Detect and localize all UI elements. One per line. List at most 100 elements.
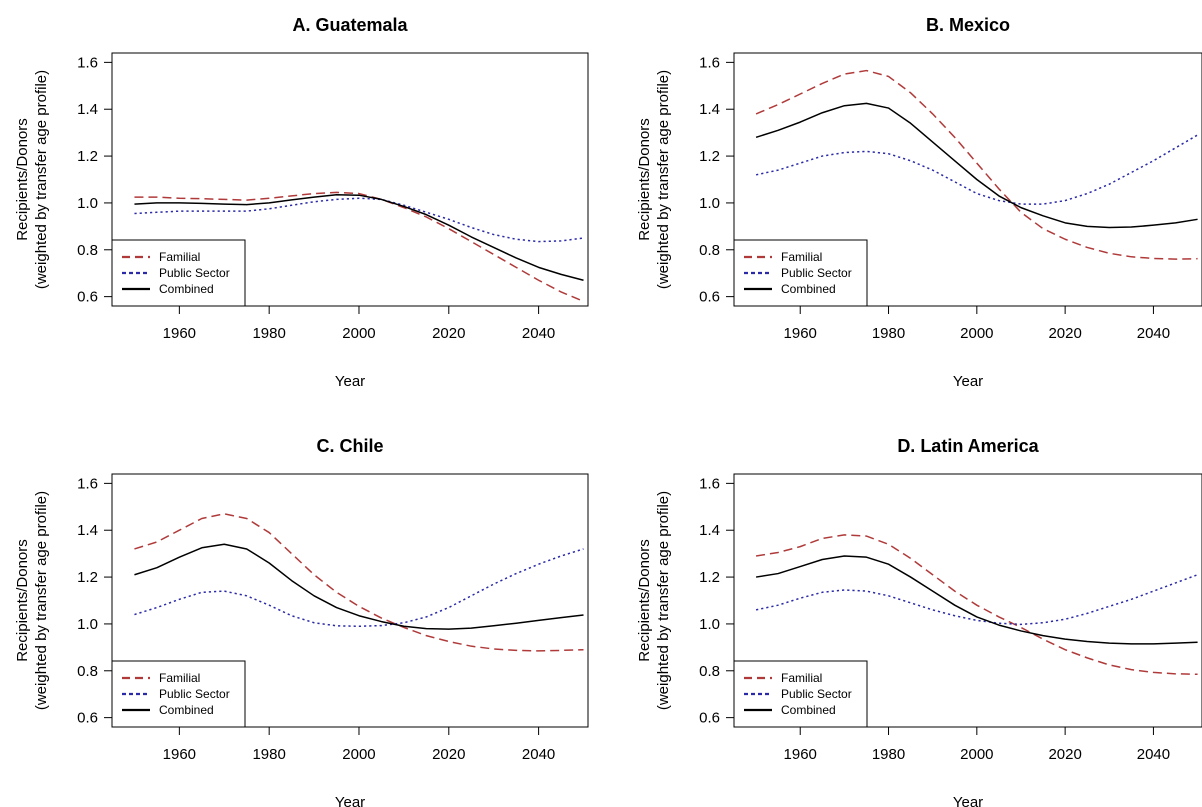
y-tick-label: 0.6 [699, 289, 720, 306]
x-tick-label: 1980 [872, 746, 905, 763]
y-tick-label: 1.4 [699, 522, 720, 539]
plot-frame [733, 473, 1202, 728]
y-tick-label: 0.6 [699, 710, 720, 727]
series-line-public [134, 548, 584, 628]
chart-title: C. Chile [316, 436, 383, 456]
series-line-combined [134, 193, 584, 281]
y-tick-label: 0.6 [77, 289, 98, 306]
series-line-familial [755, 69, 1198, 260]
legend: Familial Public Sector Combined [733, 660, 868, 728]
x-tick-label: 2040 [1137, 325, 1170, 342]
x-tick-label: 2040 [522, 325, 555, 342]
y-tick-label: 1.4 [77, 522, 98, 539]
y-tick-label: 1.0 [699, 195, 720, 212]
y-axis-label: (weighted by transfer age profile) [655, 70, 672, 289]
y-tick-label: 1.6 [699, 54, 720, 71]
chart-panel-0: A. Guatemala 0.6 0.8 1.0 1.2 1.4 1.6 1960 1980 20… [14, 15, 589, 390]
x-tick-label: 2020 [1048, 325, 1081, 342]
x-tick-label: 1960 [784, 746, 817, 763]
series-line-familial [134, 513, 584, 652]
series-line-familial [755, 534, 1198, 676]
legend-label: Combined [781, 282, 836, 296]
y-tick-label: 0.8 [77, 663, 98, 680]
x-tick-label: 1960 [163, 746, 196, 763]
x-tick-label: 2040 [522, 746, 555, 763]
y-tick-label: 1.0 [77, 195, 98, 212]
x-axis-label: Year [953, 794, 983, 807]
y-tick-label: 1.2 [699, 569, 720, 586]
chart-title: A. Guatemala [292, 15, 408, 35]
y-tick-label: 1.6 [77, 54, 98, 71]
y-tick-label: 0.8 [699, 663, 720, 680]
y-tick-label: 1.0 [699, 616, 720, 633]
y-tick-label: 1.0 [77, 616, 98, 633]
chart-title: D. Latin America [897, 436, 1039, 456]
legend-label: Combined [159, 703, 214, 717]
plot-frame [111, 52, 589, 307]
series-line-familial [134, 191, 584, 303]
y-tick-label: 0.8 [77, 242, 98, 259]
legend-box [111, 660, 246, 728]
x-axis-label: Year [335, 373, 365, 390]
x-tick-label: 1980 [252, 746, 285, 763]
legend-label: Familial [159, 250, 200, 264]
series-line-public [134, 197, 584, 243]
series-line-combined [755, 102, 1198, 229]
x-tick-label: 2000 [342, 325, 375, 342]
x-tick-label: 2000 [960, 746, 993, 763]
y-axis-label: Recipients/Donors [14, 118, 31, 241]
x-tick-label: 1980 [252, 325, 285, 342]
series-line-public [755, 134, 1198, 205]
series-line-combined [755, 555, 1198, 645]
legend-label: Public Sector [781, 266, 852, 280]
y-tick-label: 1.2 [699, 148, 720, 165]
chart-panel-1: B. Mexico 0.6 0.8 1.0 1.2 1.4 1.6 1960 1980 2000 2… [636, 15, 1202, 390]
x-tick-label: 1980 [872, 325, 905, 342]
legend-label: Familial [781, 250, 822, 264]
legend-box [733, 239, 868, 307]
legend-label: Public Sector [159, 687, 230, 701]
y-axis-label: Recipients/Donors [636, 539, 653, 662]
x-tick-label: 2020 [1048, 746, 1081, 763]
x-tick-label: 2000 [342, 746, 375, 763]
y-tick-label: 1.4 [77, 101, 98, 118]
x-tick-label: 1960 [784, 325, 817, 342]
legend-label: Public Sector [159, 266, 230, 280]
x-tick-label: 1960 [163, 325, 196, 342]
series-line-combined [134, 543, 584, 630]
y-tick-label: 1.4 [699, 101, 720, 118]
chart-panel-3: D. Latin America 0.6 0.8 1.0 1.2 1.4 1.6 1960 19… [636, 436, 1202, 807]
plot-frame [111, 473, 589, 728]
chart-title: B. Mexico [926, 15, 1010, 35]
legend-box [111, 239, 246, 307]
y-axis-label: (weighted by transfer age profile) [33, 491, 50, 710]
x-tick-label: 2020 [432, 746, 465, 763]
y-axis-label: Recipients/Donors [636, 118, 653, 241]
y-tick-label: 1.2 [77, 148, 98, 165]
y-tick-label: 1.2 [77, 569, 98, 586]
legend-label: Familial [159, 671, 200, 685]
legend: Familial Public Sector Combined [111, 239, 246, 307]
x-tick-label: 2020 [432, 325, 465, 342]
x-axis-label: Year [953, 373, 983, 390]
y-tick-label: 1.6 [699, 475, 720, 492]
legend-label: Familial [781, 671, 822, 685]
y-axis-label: Recipients/Donors [14, 539, 31, 662]
y-axis-label: (weighted by transfer age profile) [655, 491, 672, 710]
chart-panel-2: C. Chile 0.6 0.8 1.0 1.2 1.4 1.6 1960 1980 2000 20… [14, 436, 589, 807]
legend-label: Combined [159, 282, 214, 296]
legend-label: Public Sector [781, 687, 852, 701]
x-axis-label: Year [335, 794, 365, 807]
x-tick-label: 2000 [960, 325, 993, 342]
plot-frame [733, 52, 1202, 307]
legend-box [733, 660, 868, 728]
y-tick-label: 0.8 [699, 242, 720, 259]
legend: Familial Public Sector Combined [111, 660, 246, 728]
x-tick-label: 2040 [1137, 746, 1170, 763]
legend: Familial Public Sector Combined [733, 239, 868, 307]
y-axis-label: (weighted by transfer age profile) [33, 70, 50, 289]
y-tick-label: 0.6 [77, 710, 98, 727]
legend-label: Combined [781, 703, 836, 717]
y-tick-label: 1.6 [77, 475, 98, 492]
